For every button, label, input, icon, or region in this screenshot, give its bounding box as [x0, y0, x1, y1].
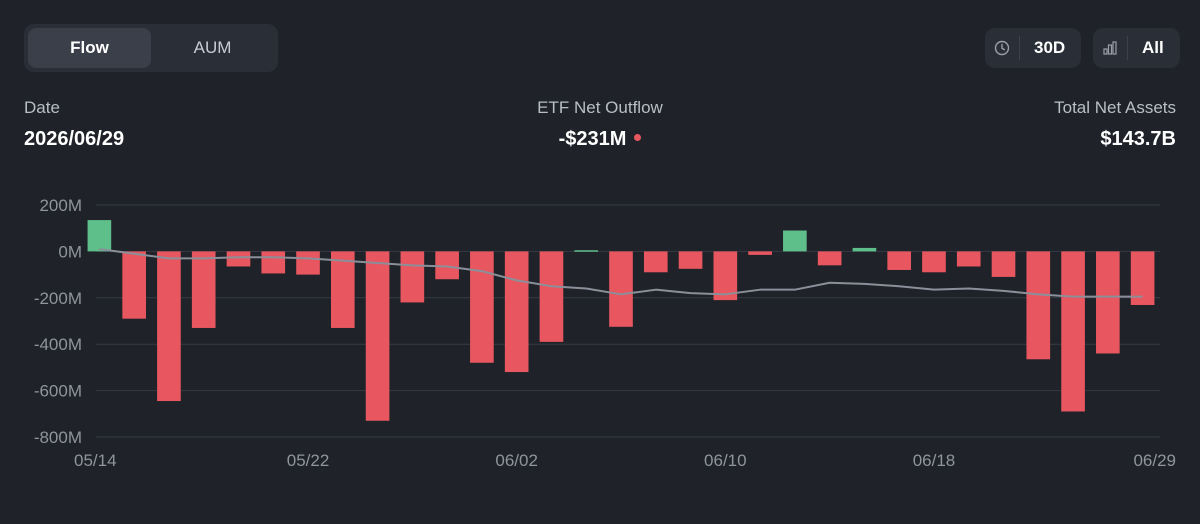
flow-bar [365, 251, 390, 421]
y-tick-label: -400M [34, 335, 82, 354]
flow-bar [574, 250, 599, 252]
y-tick-label: 200M [39, 196, 82, 215]
flow-bar [922, 251, 946, 273]
flow-value-wrap: -$231M [0, 128, 1200, 151]
date-label: Date [24, 98, 60, 117]
flow-bar [122, 251, 146, 319]
divider [1019, 36, 1020, 60]
date-value: 2026/06/29 [24, 128, 125, 150]
flow-bar [504, 251, 529, 373]
view-all-button[interactable]: All [1093, 28, 1180, 68]
flow-bar [226, 251, 251, 267]
y-tick-label: 0M [58, 242, 82, 261]
flow-bar [87, 220, 112, 252]
flow-bar [817, 251, 842, 266]
x-tick-label: 05/22 [287, 451, 330, 470]
y-tick-label: -600M [34, 382, 82, 401]
x-tick-label: 06/18 [913, 451, 956, 470]
cumulative-line [99, 248, 1143, 298]
flow-bar [1096, 251, 1120, 354]
clock-icon [985, 40, 1019, 56]
flow-bar [748, 251, 772, 255]
y-tick-label: -200M [34, 289, 82, 308]
x-tick-label: 06/02 [495, 451, 538, 470]
flow-bar [643, 251, 668, 273]
flow-bar [191, 251, 216, 328]
bar-chart-icon [1093, 40, 1127, 56]
x-tick-label: 06/29 [1133, 451, 1176, 470]
tab-aum[interactable]: AUM [193, 38, 232, 57]
x-tick-label: 06/10 [704, 451, 747, 470]
flow-bar [261, 251, 286, 274]
view-label: All [1142, 38, 1164, 57]
flow-bar [296, 251, 320, 275]
tab-flow[interactable]: Flow [28, 28, 151, 68]
flow-bar [887, 251, 912, 270]
flow-bar [678, 251, 703, 269]
outflow-indicator [634, 134, 642, 142]
flow-bar [400, 251, 425, 303]
flow-bar [783, 230, 807, 252]
flow-bar [609, 251, 633, 327]
period-button[interactable]: 30D [985, 28, 1082, 68]
divider [1127, 36, 1128, 60]
flow-bar [1026, 251, 1051, 360]
y-tick-label: -800M [34, 428, 82, 447]
flow-bar [539, 251, 564, 342]
flow-label: ETF Net Outflow [537, 98, 663, 117]
flow-bar [1061, 251, 1085, 412]
assets-value: $143.7B [1100, 128, 1176, 150]
flow-bar [330, 251, 355, 328]
view-toggle: Flow AUM [24, 24, 278, 72]
period-label: 30D [1034, 38, 1066, 57]
flow-bar [852, 247, 877, 252]
flow-bar [1130, 251, 1155, 305]
flow-bar [157, 251, 181, 402]
flow-bar [435, 251, 459, 280]
flow-bar [713, 251, 738, 301]
flow-bar [956, 251, 981, 267]
x-tick-label: 05/14 [74, 451, 117, 470]
assets-label: Total Net Assets [1054, 98, 1176, 117]
flow-bar [991, 251, 1016, 277]
flow-bar [470, 251, 494, 363]
flow-value: -$231M [558, 128, 627, 150]
